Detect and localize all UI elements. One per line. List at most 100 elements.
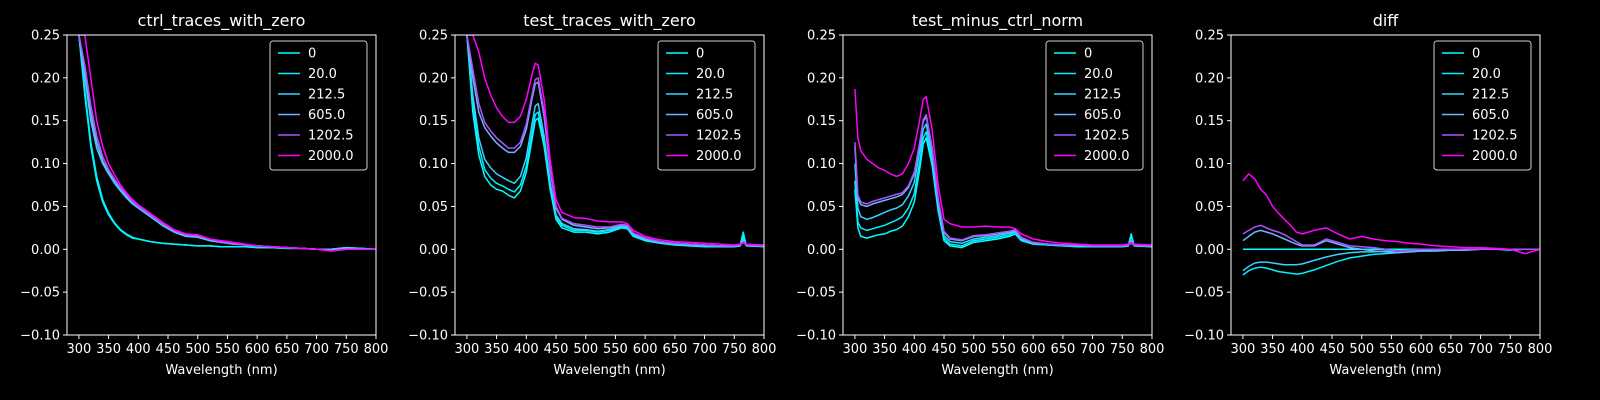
y-tick-label: 0.25 <box>31 29 60 44</box>
x-tick-label: 400 <box>1290 342 1315 357</box>
x-tick-label: 800 <box>752 342 777 357</box>
chart-title: diff <box>1373 11 1400 30</box>
x-tick-label: 650 <box>1050 342 1075 357</box>
y-tick-label: 0.25 <box>419 29 448 44</box>
x-tick-label: 550 <box>215 342 240 357</box>
legend-label: 212.5 <box>696 88 733 103</box>
plot-frame <box>66 34 377 336</box>
legend-label: 20.0 <box>1084 67 1113 82</box>
y-tick-label: −0.10 <box>20 329 60 344</box>
plot-frame <box>1230 34 1541 336</box>
x-axis-label: Wavelength (nm) <box>1329 363 1441 378</box>
x-tick-label: 650 <box>662 342 687 357</box>
y-tick-label: 0.10 <box>31 157 60 172</box>
x-tick-label: 600 <box>1021 342 1046 357</box>
chart-panel-1: 300 350 400 450 500 550 600 650 700 750 800 −0.10 −0… <box>20 11 388 378</box>
y-tick-label: 0.15 <box>807 114 836 129</box>
plot-frame <box>842 34 1153 336</box>
series-line-6 <box>78 35 376 252</box>
x-tick-label: 800 <box>1140 342 1165 357</box>
y-tick-label: 0.20 <box>807 71 836 86</box>
y-tick-label: 0.10 <box>1195 157 1224 172</box>
y-tick-label: 0.25 <box>1195 29 1224 44</box>
legend-label: 0 <box>1472 47 1480 62</box>
x-tick-label: 650 <box>1438 342 1463 357</box>
legend-label: 20.0 <box>308 67 337 82</box>
x-tick-label: 550 <box>603 342 628 357</box>
series-line-6 <box>854 88 1152 246</box>
x-tick-label: 600 <box>633 342 658 357</box>
x-axis-label: Wavelength (nm) <box>165 363 277 378</box>
x-tick-label: 300 <box>1230 342 1255 357</box>
x-tick-label: 350 <box>96 342 121 357</box>
legend-label: 212.5 <box>1472 88 1509 103</box>
legend-label: 605.0 <box>308 108 345 123</box>
y-tick-label: 0.05 <box>1195 200 1224 215</box>
x-tick-label: 350 <box>1260 342 1285 357</box>
x-tick-label: 750 <box>1110 342 1135 357</box>
x-tick-label: 300 <box>842 342 867 357</box>
legend-label: 1202.5 <box>308 129 354 144</box>
series-line-5 <box>854 113 1152 247</box>
chart-title: test_minus_ctrl_norm <box>912 11 1083 31</box>
x-tick-label: 750 <box>722 342 747 357</box>
x-tick-label: 700 <box>304 342 329 357</box>
series-group <box>78 35 376 252</box>
chart-panel-2: 300 350 400 450 500 550 600 650 700 750 800 −0.10 −0… <box>408 11 776 378</box>
y-tick-label: −0.10 <box>1184 329 1224 344</box>
x-tick-label: 450 <box>156 342 181 357</box>
x-tick-label: 350 <box>484 342 509 357</box>
legend-label: 2000.0 <box>696 149 742 164</box>
series-line-6 <box>466 35 764 246</box>
chart-title: ctrl_traces_with_zero <box>138 11 306 31</box>
x-tick-label: 750 <box>334 342 359 357</box>
y-tick-label: 0.00 <box>31 243 60 258</box>
y-tick-label: 0.15 <box>1195 114 1224 129</box>
legend-label: 605.0 <box>696 108 733 123</box>
y-tick-label: −0.05 <box>408 286 448 301</box>
chart-panel-3: 300 350 400 450 500 550 600 650 700 750 800 −0.10 −0… <box>796 11 1164 378</box>
series-line-5 <box>1242 224 1540 252</box>
x-tick-label: 500 <box>573 342 598 357</box>
series-line-1 <box>466 35 764 248</box>
legend-label: 20.0 <box>1472 67 1501 82</box>
y-tick-label: −0.05 <box>796 286 836 301</box>
x-tick-label: 500 <box>1349 342 1374 357</box>
legend-label: 1202.5 <box>696 129 742 144</box>
x-tick-label: 300 <box>454 342 479 357</box>
legend-label: 0 <box>696 47 704 62</box>
legend-label: 2000.0 <box>1472 149 1518 164</box>
y-tick-label: 0.05 <box>419 200 448 215</box>
legend-label: 212.5 <box>308 88 345 103</box>
legend-label: 2000.0 <box>1084 149 1130 164</box>
chart-panel-4: 300 350 400 450 500 550 600 650 700 750 800 −0.10 −0… <box>1184 11 1552 378</box>
y-tick-label: 0.00 <box>419 243 448 258</box>
x-tick-label: 400 <box>126 342 151 357</box>
series-group <box>1242 173 1540 276</box>
y-tick-label: 0.15 <box>419 114 448 129</box>
series-group <box>854 88 1152 249</box>
x-tick-label: 450 <box>544 342 569 357</box>
legend-label: 605.0 <box>1472 108 1509 123</box>
x-tick-label: 350 <box>872 342 897 357</box>
x-tick-label: 550 <box>1379 342 1404 357</box>
y-tick-label: 0.00 <box>807 243 836 258</box>
y-tick-label: 0.05 <box>807 200 836 215</box>
x-axis-label: Wavelength (nm) <box>553 363 665 378</box>
x-tick-label: 450 <box>1320 342 1345 357</box>
legend-label: 212.5 <box>1084 88 1121 103</box>
y-tick-label: 0.10 <box>807 157 836 172</box>
legend-label: 1202.5 <box>1472 129 1518 144</box>
legend-label: 20.0 <box>696 67 725 82</box>
y-tick-label: 0.00 <box>1195 243 1224 258</box>
legend-label: 1202.5 <box>1084 129 1130 144</box>
legend-label: 605.0 <box>1084 108 1121 123</box>
y-tick-label: −0.10 <box>796 329 836 344</box>
x-tick-label: 550 <box>991 342 1016 357</box>
legend-label: 0 <box>1084 47 1092 62</box>
x-tick-label: 600 <box>245 342 270 357</box>
x-tick-label: 700 <box>1080 342 1105 357</box>
series-line-6 <box>1242 173 1540 255</box>
x-tick-label: 450 <box>932 342 957 357</box>
